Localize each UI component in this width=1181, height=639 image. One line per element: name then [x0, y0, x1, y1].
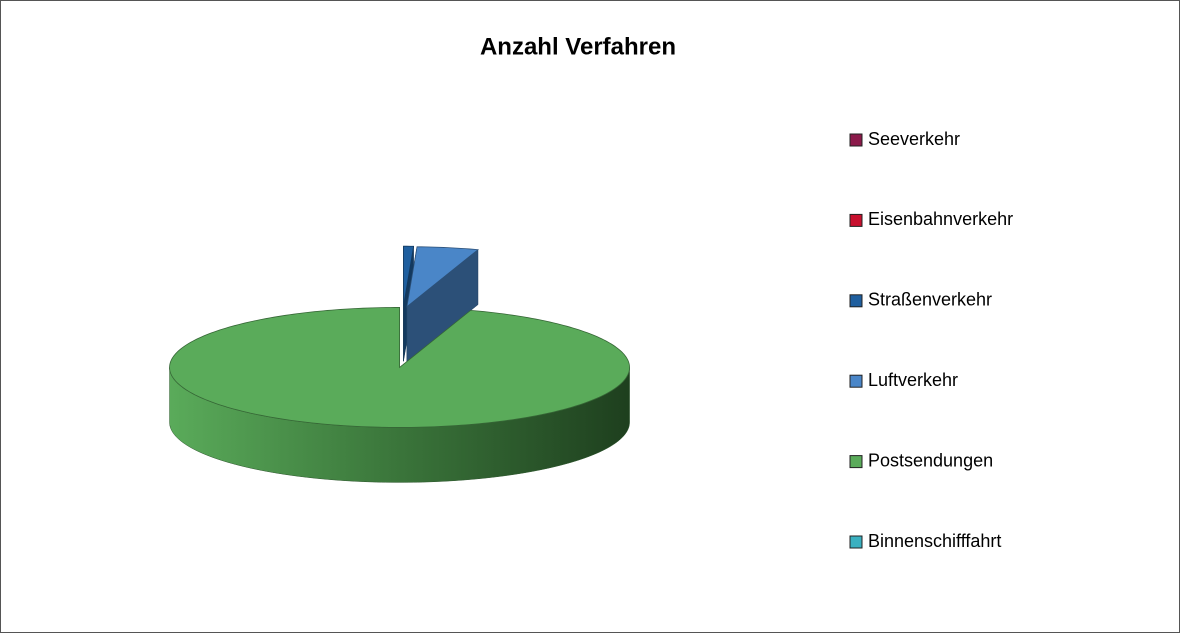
legend-label: Binnenschifffahrt: [868, 531, 1001, 551]
legend-label: Postsendungen: [868, 450, 993, 470]
slice: [169, 307, 630, 428]
legend-swatch: [849, 133, 863, 147]
legend-label: Eisenbahnverkehr: [868, 209, 1013, 229]
slice: [406, 246, 480, 308]
legend-swatch: [849, 294, 863, 308]
legend-label: Seeverkehr: [868, 129, 960, 149]
chart-title: Anzahl Verfahren: [480, 33, 676, 60]
legend-swatch: [849, 535, 863, 549]
legend-swatch: [849, 374, 863, 388]
legend-label: Luftverkehr: [868, 370, 958, 390]
slice: [403, 245, 415, 307]
legend-swatch: [849, 213, 863, 227]
legend-swatch: [849, 455, 863, 469]
legend-label: Straßenverkehr: [868, 290, 992, 310]
